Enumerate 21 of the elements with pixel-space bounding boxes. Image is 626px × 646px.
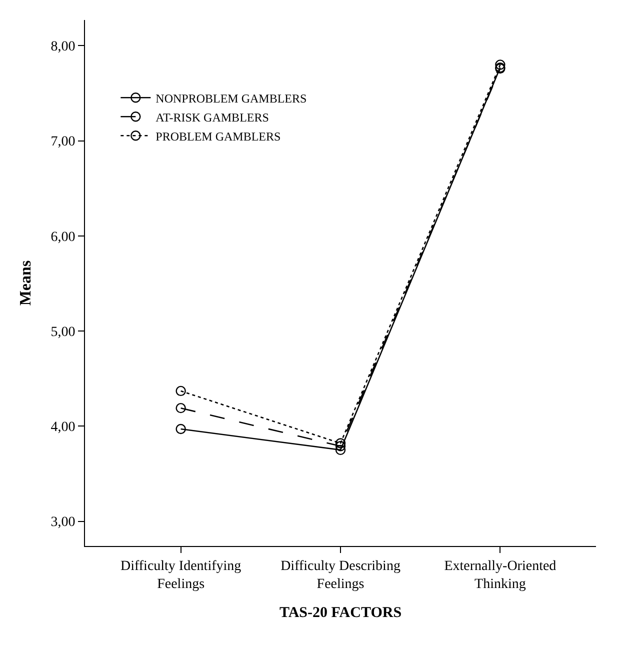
point [335,441,346,452]
legend-label: NONPROBLEM GAMBLERS [156,91,307,106]
point [176,402,186,414]
x-tick-label: Difficulty Identifying Feelings [120,558,242,592]
point [495,60,506,70]
point [176,424,186,434]
y-tick-label: 8,00 [50,40,76,55]
point [176,386,186,396]
point [335,444,346,456]
point [335,438,346,448]
y-tick-label: 6,00 [50,230,76,245]
y-tick-label: 7,00 [50,134,76,150]
x-axis-title: TAS-20 FACTORS [279,605,402,621]
x-tick-label: Difficulty Describing Feelings [280,558,400,592]
legend-label: AT-RISK GAMBLERS [156,110,269,124]
y-tick-label: 4,00 [50,420,76,436]
y-axis-title: Means [18,260,35,306]
y-tick-label: 5,00 [50,324,76,340]
y-tick-label: 3,00 [50,515,76,530]
legend-label: PROBLEM GAMBLERS [156,129,281,144]
x-tick-label: Externally-Oriented Thinking [444,558,556,592]
